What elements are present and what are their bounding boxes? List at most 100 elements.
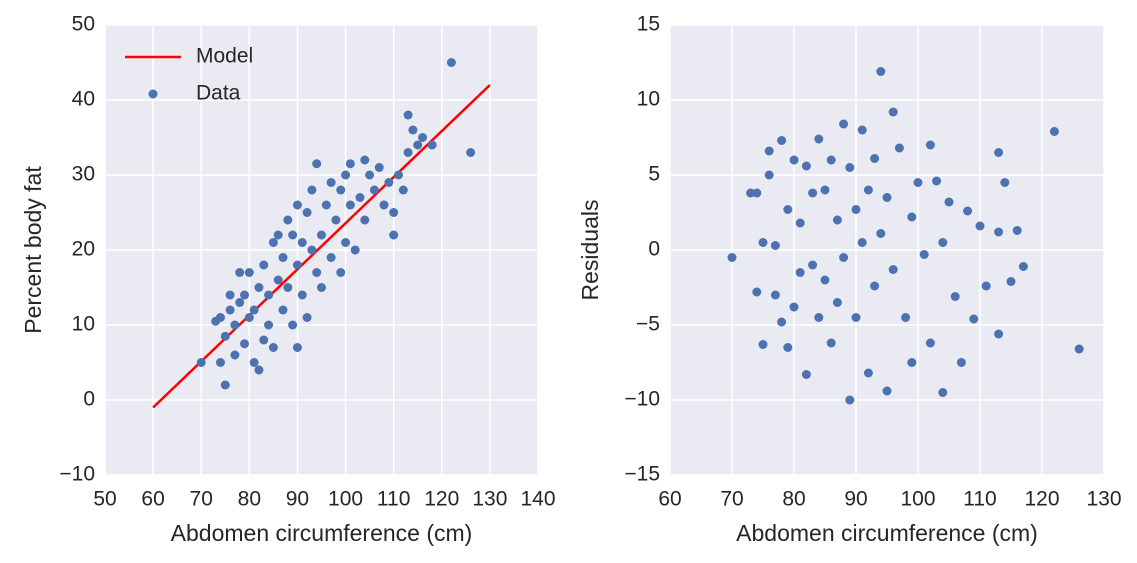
data-point (273, 230, 283, 240)
data-point (901, 313, 911, 322)
data-point (240, 290, 250, 300)
data-point (845, 395, 855, 405)
data-point (230, 350, 240, 360)
data-point (317, 230, 326, 240)
data-point (326, 253, 336, 262)
data-point (302, 208, 312, 217)
y-tick-label: −10 (624, 388, 660, 411)
data-point (379, 200, 389, 210)
data-point (925, 140, 935, 150)
data-point (374, 163, 384, 172)
data-point (292, 200, 302, 210)
x-tick-label: 70 (720, 488, 743, 511)
data-point (938, 238, 948, 247)
data-point (196, 358, 206, 367)
data-point (355, 193, 365, 202)
data-point (839, 119, 849, 129)
data-point (1074, 344, 1084, 354)
data-point (360, 215, 370, 225)
data-point (907, 358, 917, 367)
data-point (331, 215, 341, 225)
data-point (341, 170, 351, 180)
data-point (956, 358, 966, 367)
data-point (801, 161, 811, 171)
x-tick-label: 120 (1024, 488, 1059, 511)
data-point (950, 292, 960, 301)
data-point (888, 107, 898, 117)
data-point (307, 185, 317, 195)
data-point (770, 290, 780, 300)
data-point (384, 178, 394, 187)
data-point (244, 268, 254, 277)
data-point (297, 290, 307, 300)
data-point (264, 320, 274, 330)
data-point (839, 253, 849, 262)
data-point (403, 110, 413, 120)
data-point (913, 178, 923, 187)
data-point (795, 218, 805, 228)
data-point (336, 268, 346, 277)
data-point (832, 215, 842, 225)
data-point (278, 253, 288, 262)
data-point (273, 275, 283, 285)
model-line (152, 84, 491, 409)
data-point (857, 238, 867, 247)
data-point (283, 283, 293, 292)
data-point (215, 358, 225, 367)
data-point (789, 302, 799, 312)
data-point (350, 245, 360, 255)
data-point (235, 268, 245, 277)
data-point (369, 185, 379, 195)
data-point (820, 275, 830, 285)
data-point (268, 238, 278, 247)
x-tick-label: 50 (93, 488, 116, 511)
legend-marker (148, 89, 158, 99)
data-point (882, 193, 892, 202)
data-point (752, 287, 762, 297)
data-point (777, 136, 787, 145)
data-point (225, 305, 235, 315)
y-tick-label: 10 (637, 88, 660, 111)
data-point (446, 58, 456, 67)
data-point (336, 185, 346, 195)
data-point (727, 253, 737, 262)
y-tick-label: 30 (72, 163, 95, 186)
data-point (466, 148, 476, 157)
data-point (215, 313, 225, 322)
data-point (876, 67, 886, 76)
data-point (292, 343, 302, 352)
y-tick-label: 0 (648, 238, 660, 261)
data-point (752, 188, 762, 198)
data-point (1000, 178, 1010, 187)
data-point (302, 313, 312, 322)
data-point (820, 185, 830, 195)
x-tick-label: 90 (286, 488, 309, 511)
data-point (292, 260, 302, 270)
data-point (1012, 226, 1022, 235)
x-tick-label: 100 (900, 488, 935, 511)
data-point (268, 343, 278, 352)
data-point (770, 241, 780, 250)
data-point (249, 305, 259, 315)
y-tick-label: 15 (637, 13, 660, 36)
data-point (975, 221, 985, 231)
x-tick-label: 60 (658, 488, 681, 511)
data-point (857, 125, 867, 135)
data-point (427, 140, 437, 150)
data-point (876, 229, 886, 238)
data-point (870, 281, 880, 291)
x-tick-label: 100 (328, 488, 363, 511)
data-point (244, 313, 254, 322)
data-point (789, 155, 799, 165)
data-point (393, 170, 403, 180)
data-point (220, 331, 230, 341)
data-point (826, 155, 836, 165)
data-point (783, 343, 793, 352)
data-point (278, 305, 288, 315)
data-point (963, 206, 973, 216)
data-point (1049, 127, 1059, 136)
x-tick-label: 130 (1086, 488, 1121, 511)
legend-label: Model (196, 45, 253, 68)
data-point (808, 188, 818, 198)
